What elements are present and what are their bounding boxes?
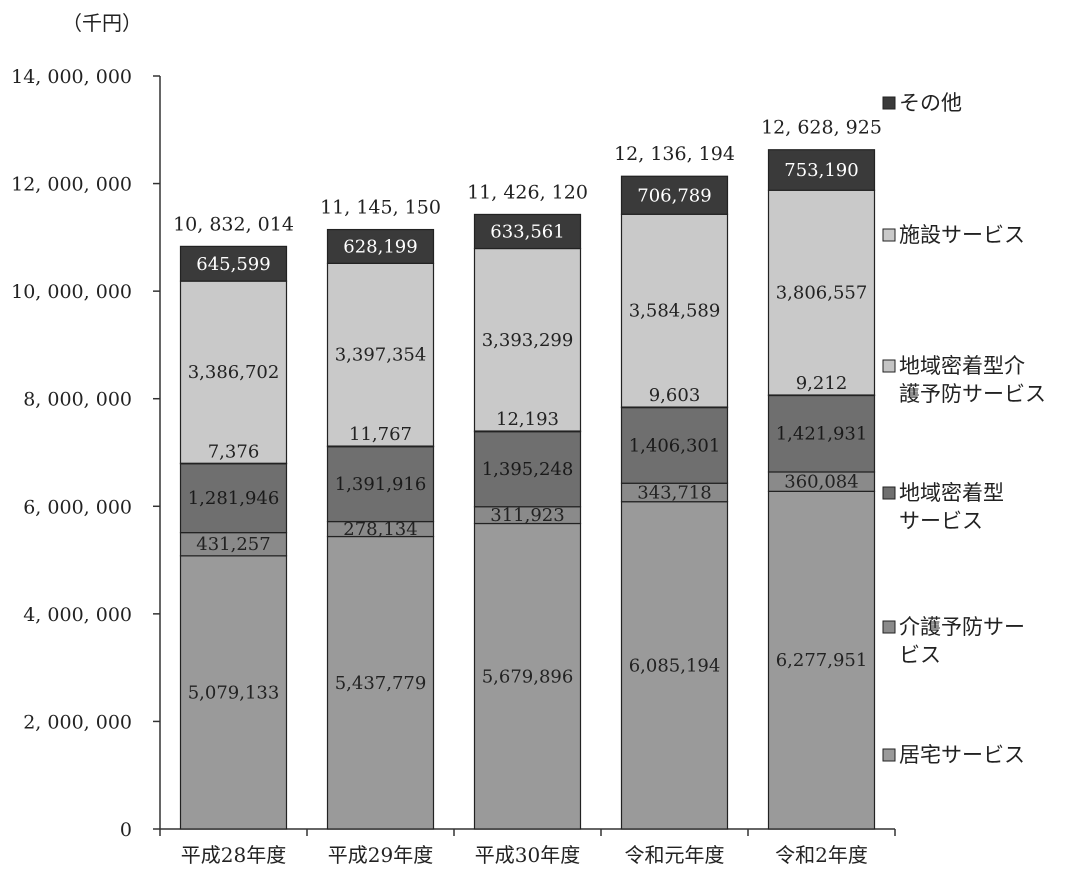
legend-swatch [882,228,896,242]
total-label: 11, 145, 150 [320,197,441,219]
data-label: 1,391,916 [335,474,427,495]
bar-segment [620,213,729,408]
data-label: 6,277,951 [776,650,868,671]
x-tick-label: 平成29年度 [328,843,433,867]
bar-segment [179,463,288,534]
bar-segment [473,213,582,250]
data-label: 3,584,589 [629,301,721,322]
bar-segment [767,490,876,830]
data-label: 645,599 [196,254,270,275]
x-tick-label: 平成30年度 [475,843,580,867]
bar-segment [767,149,876,191]
unit-label: （千円） [62,11,142,35]
bar-segment [620,406,729,484]
legend: その他施設サービス地域密着型介護予防サービス地域密着型サービス介護予防サービス居… [882,91,1046,767]
data-label: 431,257 [196,534,270,555]
total-label: 10, 832, 014 [173,213,294,235]
data-label: 628,199 [343,236,417,257]
legend-label: 地域密着型 [899,481,1004,505]
data-label: 1,281,946 [188,488,280,509]
bars: 5,079,133 431,257 1,281,946 7,376 3,386,702 6… [173,117,882,830]
legend-label: 地域密着型介 [899,354,1025,378]
data-label: 6,085,194 [629,655,721,676]
x-tick-label: 令和2年度 [775,843,868,867]
bar-segment [326,535,435,830]
data-label: 5,079,133 [188,682,280,703]
data-label: 1,421,931 [776,424,868,445]
y-tick-label: 4, 000, 000 [23,604,132,626]
data-label: 633,561 [490,221,564,242]
data-label: 12,193 [496,409,559,430]
y-tick-label: 2, 000, 000 [23,711,132,733]
legend-label: サービス [899,509,983,533]
data-label: 278,134 [343,519,417,540]
legend-label: 施設サービス [899,223,1025,247]
data-label: 343,718 [637,482,711,503]
y-tick-label: 6, 000, 000 [23,496,132,518]
x-tick-label: 平成28年度 [181,843,286,867]
legend-label: 居宅サービス [899,743,1025,767]
bar-segment [326,228,435,264]
data-label: 7,376 [208,441,260,462]
data-label: 1,406,301 [629,435,721,456]
bar-segment [767,394,876,473]
data-label: 753,190 [784,160,858,181]
legend-swatch [882,748,896,762]
y-axis: 0 2, 000, 000 4, 000, 000 6, 000, 000 8, 000… [11,66,161,841]
y-tick-label: 12, 000, 000 [11,174,132,196]
data-label: 3,386,702 [188,362,280,383]
total-label: 12, 136, 194 [614,143,735,165]
data-label: 1,395,248 [482,459,574,480]
bar-segment [620,501,729,830]
data-label: 9,603 [649,385,701,406]
bar-segment [326,262,435,447]
bar-segment [473,522,582,830]
bar-segment [326,446,435,523]
data-label: 311,923 [490,505,564,526]
legend-label: 介護予防サー [899,615,1025,639]
y-tick-label: 8, 000, 000 [23,389,132,411]
data-label: 360,084 [784,472,858,493]
data-label: 5,437,779 [335,673,427,694]
x-axis: 平成28年度 平成29年度 平成30年度 令和元年度 令和2年度 [159,828,896,867]
legend-swatch [882,96,896,110]
legend-label: その他 [899,91,962,115]
legend-label: ビス [899,643,941,667]
legend-swatch [882,486,896,500]
bar-segment [179,280,288,464]
y-tick-label: 14, 000, 000 [11,66,132,88]
data-label: 9,212 [796,373,848,394]
legend-swatch [882,620,896,634]
total-label: 11, 426, 120 [467,181,588,203]
legend-swatch [882,359,896,373]
bar-segment [620,175,729,215]
data-label: 3,393,299 [482,330,574,351]
data-label: 5,679,896 [482,666,574,687]
total-label: 12, 628, 925 [761,117,882,139]
y-tick-label: 0 [120,819,132,841]
bar-segment [179,245,288,282]
bar-segment [767,189,876,396]
bar-segment [473,247,582,432]
data-label: 11,767 [349,424,412,445]
data-label: 706,789 [637,185,711,206]
data-label: 3,397,354 [335,345,427,366]
data-label: 3,806,557 [776,283,868,304]
x-tick-label: 令和元年度 [625,843,725,867]
bar-segment [179,555,288,830]
y-tick-label: 10, 000, 000 [11,281,132,303]
legend-label: 護予防サービス [899,382,1046,406]
